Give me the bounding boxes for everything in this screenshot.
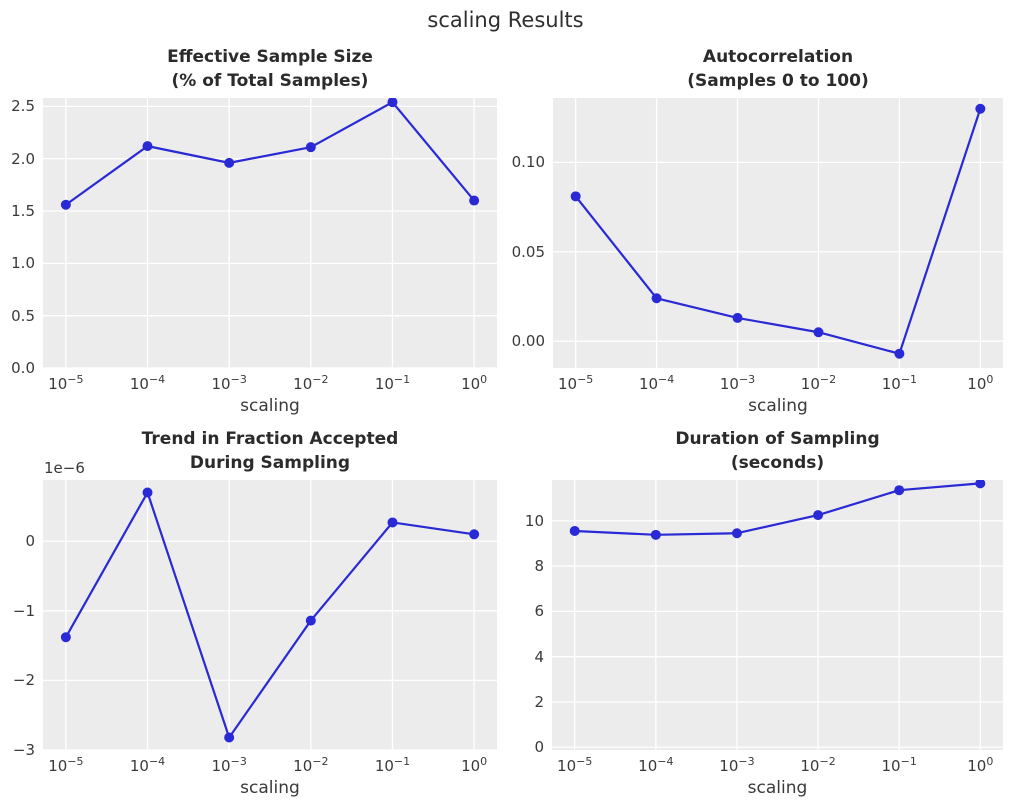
x-tick-label: 10−3	[211, 755, 247, 775]
y-tick-label: 0	[534, 738, 544, 757]
x-tick-label: 100	[967, 755, 994, 775]
x-axis-label: scaling	[748, 396, 808, 416]
x-tick-label: 10−5	[557, 755, 593, 775]
x-tick-label: 10−5	[48, 373, 84, 393]
x-tick-label: 10−3	[719, 373, 756, 393]
y-tick-label: 2	[534, 692, 544, 711]
x-axis-label: scaling	[747, 778, 808, 798]
x-tick-label: 10−1	[881, 755, 917, 775]
x-tick-label: 10−2	[293, 755, 329, 775]
x-tick-label: 10−4	[129, 755, 166, 775]
y-tick-label: 0	[25, 532, 35, 551]
x-axis-label: scaling	[240, 396, 300, 416]
x-tick-label: 10−4	[129, 373, 166, 393]
x-tick-label: 10−3	[211, 373, 247, 393]
x-tick-label: 10−5	[558, 373, 594, 393]
x-tick-label: 10−4	[638, 373, 675, 393]
y-tick-label: 1.5	[11, 202, 35, 221]
x-tick-label: 10−1	[374, 755, 411, 775]
y-tick-label: 6	[534, 602, 544, 621]
y-tick-label: 1.0	[11, 254, 35, 273]
y-tick-label: −3	[12, 741, 35, 759]
y-axis-offset-label: 1e−6	[44, 459, 85, 477]
plot-area	[552, 480, 1003, 750]
x-tick-label: 10−5	[48, 755, 84, 775]
x-tick-label: 100	[461, 755, 488, 775]
x-tick-label: 10−2	[800, 755, 836, 775]
plot-title: Trend in Fraction Accepted During Sampli…	[141, 429, 399, 473]
y-tick-label: 2.5	[11, 97, 35, 116]
x-tick-label: 10−1	[374, 373, 411, 393]
y-tick-label: 0.0	[11, 359, 35, 377]
y-tick-label: −2	[12, 671, 35, 690]
y-tick-label: 0.00	[511, 332, 545, 351]
figure-title: scaling Results	[427, 8, 584, 32]
x-axis-label: scaling	[240, 778, 300, 798]
y-tick-label: 0.5	[11, 306, 35, 325]
x-tick-label: 100	[967, 373, 994, 393]
y-tick-label: 0.10	[511, 153, 545, 172]
x-tick-label: 10−2	[800, 373, 837, 393]
plot-title: Duration of Sampling (seconds)	[675, 429, 880, 473]
plot-area	[43, 480, 497, 750]
plot-area	[553, 98, 1003, 368]
x-tick-label: 10−3	[719, 755, 755, 775]
y-tick-label: 4	[534, 647, 544, 666]
y-tick-label: 2.0	[11, 149, 35, 168]
x-tick-label: 10−1	[881, 373, 918, 393]
plot-title: Effective Sample Size (% of Total Sample…	[167, 47, 373, 91]
plot-title: Autocorrelation (Samples 0 to 100)	[687, 47, 869, 91]
y-tick-label: 8	[534, 557, 544, 576]
plot-area	[43, 98, 497, 368]
x-tick-label: 10−2	[293, 373, 329, 393]
y-tick-label: 10	[524, 511, 544, 530]
y-tick-label: 0.05	[511, 242, 545, 261]
y-tick-label: −1	[12, 601, 35, 620]
x-tick-label: 100	[461, 373, 488, 393]
x-tick-label: 10−4	[638, 755, 674, 775]
